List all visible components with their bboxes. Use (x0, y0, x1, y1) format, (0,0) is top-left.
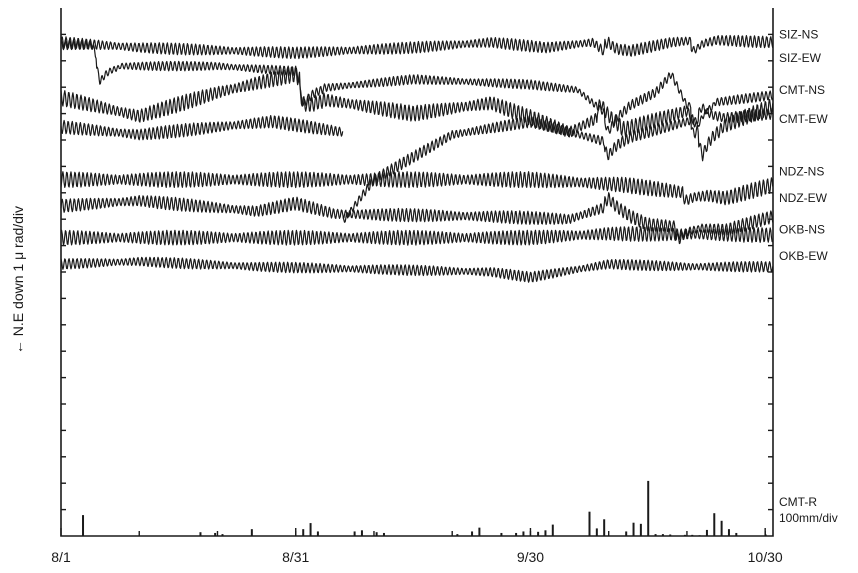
label-okb-ew: OKB-EW (779, 249, 828, 263)
label-cmt-ns: CMT-NS (779, 83, 825, 97)
label-cmt-r: CMT-R (779, 495, 817, 509)
label-ndz-ew: NDZ-EW (779, 191, 828, 205)
label-rain-unit: 100mm/div (779, 511, 838, 525)
label-siz-ew: SIZ-EW (779, 51, 822, 65)
trace-siz-ew (60, 39, 774, 139)
trace-cmt-ew-part2 (342, 103, 774, 223)
trace-cmt-ew (60, 115, 344, 141)
x-tick-label: 9/30 (517, 549, 544, 565)
series-labels: SIZ-NS SIZ-EW CMT-NS CMT-EW NDZ-NS NDZ-EW OKB-… (779, 27, 838, 525)
rainfall-bars (82, 480, 767, 536)
label-ndz-ns: NDZ-NS (779, 165, 824, 179)
trace-ndz-ew (60, 192, 774, 245)
x-tick-label: 10/30 (748, 549, 783, 565)
label-siz-ns: SIZ-NS (779, 27, 818, 41)
axes (60, 8, 774, 537)
trace-ndz-ns (60, 171, 774, 206)
label-okb-ns: OKB-NS (779, 223, 825, 237)
x-tick-label: 8/31 (282, 549, 309, 565)
trace-okb-ns (60, 226, 774, 246)
x-tick-label: 8/1 (51, 549, 71, 565)
trace-siz-ns (60, 34, 774, 60)
plot-frame (60, 8, 774, 537)
label-cmt-ew: CMT-EW (779, 112, 828, 126)
trace-okb-ew (60, 256, 774, 283)
x-tick-labels: 8/1 8/31 9/30 10/30 (51, 528, 783, 565)
tilt-traces (60, 34, 774, 283)
